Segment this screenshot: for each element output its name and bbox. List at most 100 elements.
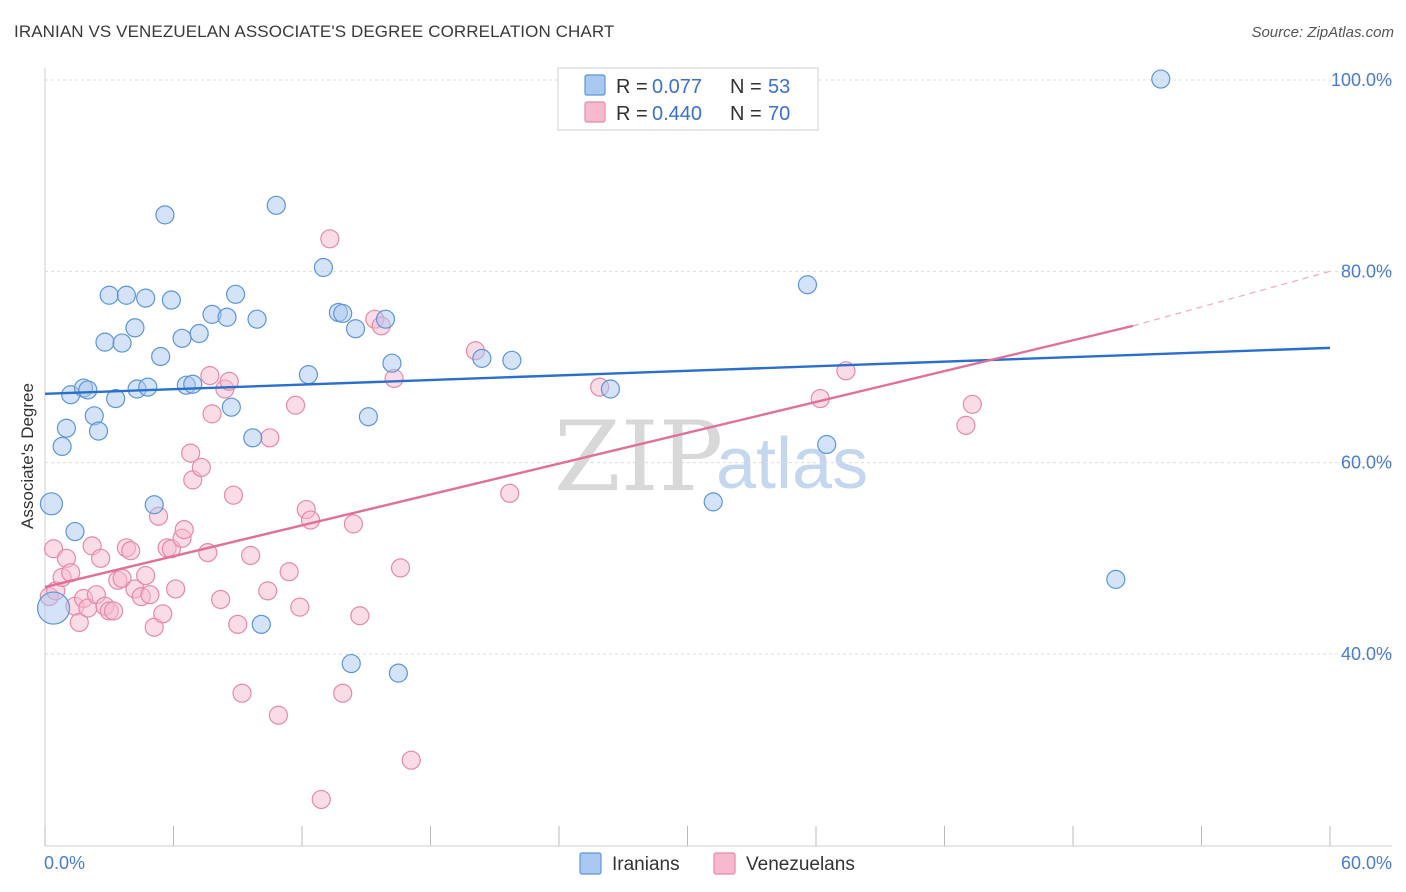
iranian-point (817, 434, 837, 455)
venezuelan-point (962, 394, 982, 414)
iranian-point (247, 309, 267, 329)
iranian-point (313, 257, 334, 278)
legend-r-value-venezuelans: 0.440 (652, 103, 702, 125)
gridlines (45, 79, 1392, 655)
iranian-point (266, 195, 286, 215)
venezuelan-point (350, 606, 370, 626)
y-axis-label: Associate's Degree (18, 383, 37, 529)
iranian-point (341, 653, 361, 674)
iranian-point (56, 418, 77, 438)
bottom-legend-label-iranians[interactable]: Iranians (612, 854, 680, 875)
legend-n-value-iranians: 53 (768, 76, 790, 98)
legend-swatch-iranians (584, 74, 606, 96)
iranian-point (95, 332, 115, 352)
watermark-atlas: atlas (716, 424, 868, 504)
iranian-point (136, 288, 156, 308)
venezuelan-point (200, 366, 220, 386)
iranian-point (138, 377, 158, 397)
venezuelan-point (228, 614, 248, 634)
venezuelan-point (401, 750, 421, 770)
venezuelan-point (285, 395, 306, 415)
chart-title: IRANIAN VS VENEZUELAN ASSOCIATE'S DEGREE… (14, 22, 615, 41)
iranian-point (375, 309, 396, 329)
venezuelan-point (202, 404, 222, 424)
venezuelan-point (136, 565, 156, 586)
venezuelan-point (500, 483, 520, 503)
y-tick-label: 100.0% (1331, 70, 1392, 90)
iranian-point (797, 275, 818, 295)
legend-n-label-venezuelans: N = (730, 103, 762, 125)
iranian-point (703, 492, 723, 512)
venezuelan-points (39, 229, 982, 810)
iranian-point (106, 388, 126, 409)
iranian-point (221, 397, 241, 417)
iranian-point (112, 333, 132, 353)
venezuelan-point (320, 229, 340, 249)
trend-lines (44, 270, 1331, 589)
iranian-point (116, 285, 136, 305)
iranian-point (161, 290, 181, 310)
bottom-legend-label-venezuelans[interactable]: Venezuelans (746, 854, 855, 875)
axes (44, 68, 1392, 847)
iranian-point (388, 663, 408, 683)
iranian-point (1106, 569, 1126, 589)
iranian-point (251, 614, 271, 634)
iranian-point (358, 407, 378, 427)
iranian-point (333, 303, 353, 324)
venezuelan-point (223, 485, 244, 505)
iranian-point (78, 380, 98, 400)
venezuelan-point (258, 581, 278, 601)
stats-legend: R = 0.077 N = 53 R = 0.440 N = 70 (557, 67, 819, 131)
venezuelan-point (140, 585, 160, 605)
watermark-zip: ZIP (554, 401, 723, 513)
venezuelan-point (153, 604, 173, 624)
iranian-point (155, 205, 175, 225)
venezuelan-point (232, 683, 252, 703)
iranian-point (243, 428, 263, 448)
series-legend: Iranians Venezuelans (579, 852, 855, 875)
venezuelan-point (260, 428, 280, 448)
source-credit: Source: ZipAtlas.com (1251, 24, 1394, 41)
iranian-point (382, 353, 402, 373)
iranian-point (144, 495, 164, 515)
venezuelan-point (181, 443, 201, 463)
x-tick-label-min: 0.0% (44, 853, 85, 873)
bottom-legend-swatch-iranians[interactable] (579, 852, 602, 875)
venezuelan-point (174, 520, 194, 540)
venezuelan-point (69, 612, 89, 633)
iranian-point (298, 365, 319, 385)
venezuelan-point (956, 415, 976, 435)
iranian-point (217, 307, 237, 327)
iranian-point (39, 492, 64, 516)
y-tick-label: 40.0% (1341, 644, 1392, 664)
venezuelan-point (144, 617, 164, 637)
venezuelan-point (91, 548, 111, 568)
iranian-point (36, 591, 71, 625)
venezuelan-point (268, 705, 289, 725)
x-tick-label-max: 60.0% (1341, 853, 1392, 873)
venezuelan-point (290, 597, 310, 617)
venezuelan-point (103, 601, 124, 621)
venezuelan-point (166, 579, 186, 599)
iranian-point (125, 318, 145, 338)
venezuelan-point (211, 589, 231, 610)
bottom-legend-swatch-venezuelans[interactable] (713, 852, 736, 875)
venezuelan-point (121, 541, 141, 561)
iranian-point (502, 350, 522, 370)
y-tick-labels: 40.0% 60.0% 80.0% 100.0% (1331, 70, 1392, 664)
y-tick-label: 60.0% (1341, 453, 1392, 473)
venezuelan-point (279, 562, 299, 582)
venezuelan-point (333, 683, 353, 703)
venezuelan-point (300, 510, 321, 530)
venezuelan-point (43, 539, 64, 559)
venezuelan-point (343, 514, 363, 534)
venezuelan-point (390, 558, 411, 578)
iranian-point (52, 436, 72, 457)
legend-r-label-venezuelans: R = (616, 103, 648, 125)
legend-n-value-venezuelans: 70 (768, 103, 790, 125)
legend-swatch-venezuelans (584, 101, 606, 123)
iranian-point (99, 285, 119, 305)
iranian-point (600, 379, 621, 399)
y-tick-label: 80.0% (1341, 261, 1392, 281)
venezuelan-point (191, 457, 211, 478)
